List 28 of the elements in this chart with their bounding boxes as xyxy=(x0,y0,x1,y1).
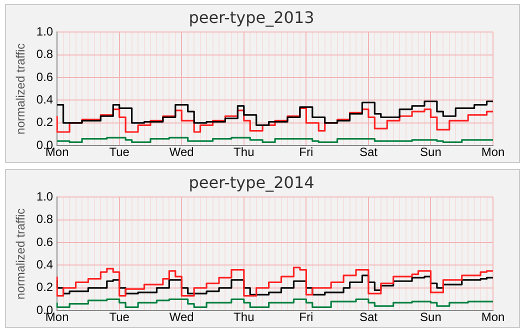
x-tick-label: Fri xyxy=(299,310,314,324)
y-axis-title: normalized traffic xyxy=(14,43,28,134)
x-tick-label: Mon xyxy=(481,310,505,324)
y-tick-label: 1.0 xyxy=(36,24,54,39)
y-tick-label: 0.2 xyxy=(36,115,54,130)
x-tick-label: Sat xyxy=(359,145,378,160)
y-tick-label: 0.8 xyxy=(36,47,54,62)
y-tick-label: 1.0 xyxy=(36,190,54,204)
chart-title: peer-type_2013 xyxy=(188,8,314,27)
x-tick-label: Fri xyxy=(299,145,314,160)
chart-title: peer-type_2014 xyxy=(188,172,314,192)
x-tick-label: Wed xyxy=(169,310,194,324)
y-tick-label: 0.4 xyxy=(36,92,54,107)
x-tick-label: Thu xyxy=(234,310,254,324)
y-axis-title: normalized traffic xyxy=(14,208,28,300)
x-tick-label: Sun xyxy=(420,310,442,324)
x-tick-label: Mon xyxy=(481,145,505,160)
y-tick-label: 0.4 xyxy=(36,258,54,272)
y-tick-label: 0.6 xyxy=(36,234,54,249)
x-tick-label: Wed xyxy=(169,145,194,160)
x-tick-label: Sun xyxy=(420,145,442,160)
x-tick-label: Thu xyxy=(234,145,254,160)
x-tick-label: Sat xyxy=(359,310,378,324)
y-tick-label: 0.8 xyxy=(36,212,54,226)
x-tick-label: Tue xyxy=(109,310,130,324)
y-tick-label: 0.2 xyxy=(36,280,54,294)
y-tick-label: 0.6 xyxy=(36,70,54,84)
x-tick-label: Tue xyxy=(109,145,130,160)
